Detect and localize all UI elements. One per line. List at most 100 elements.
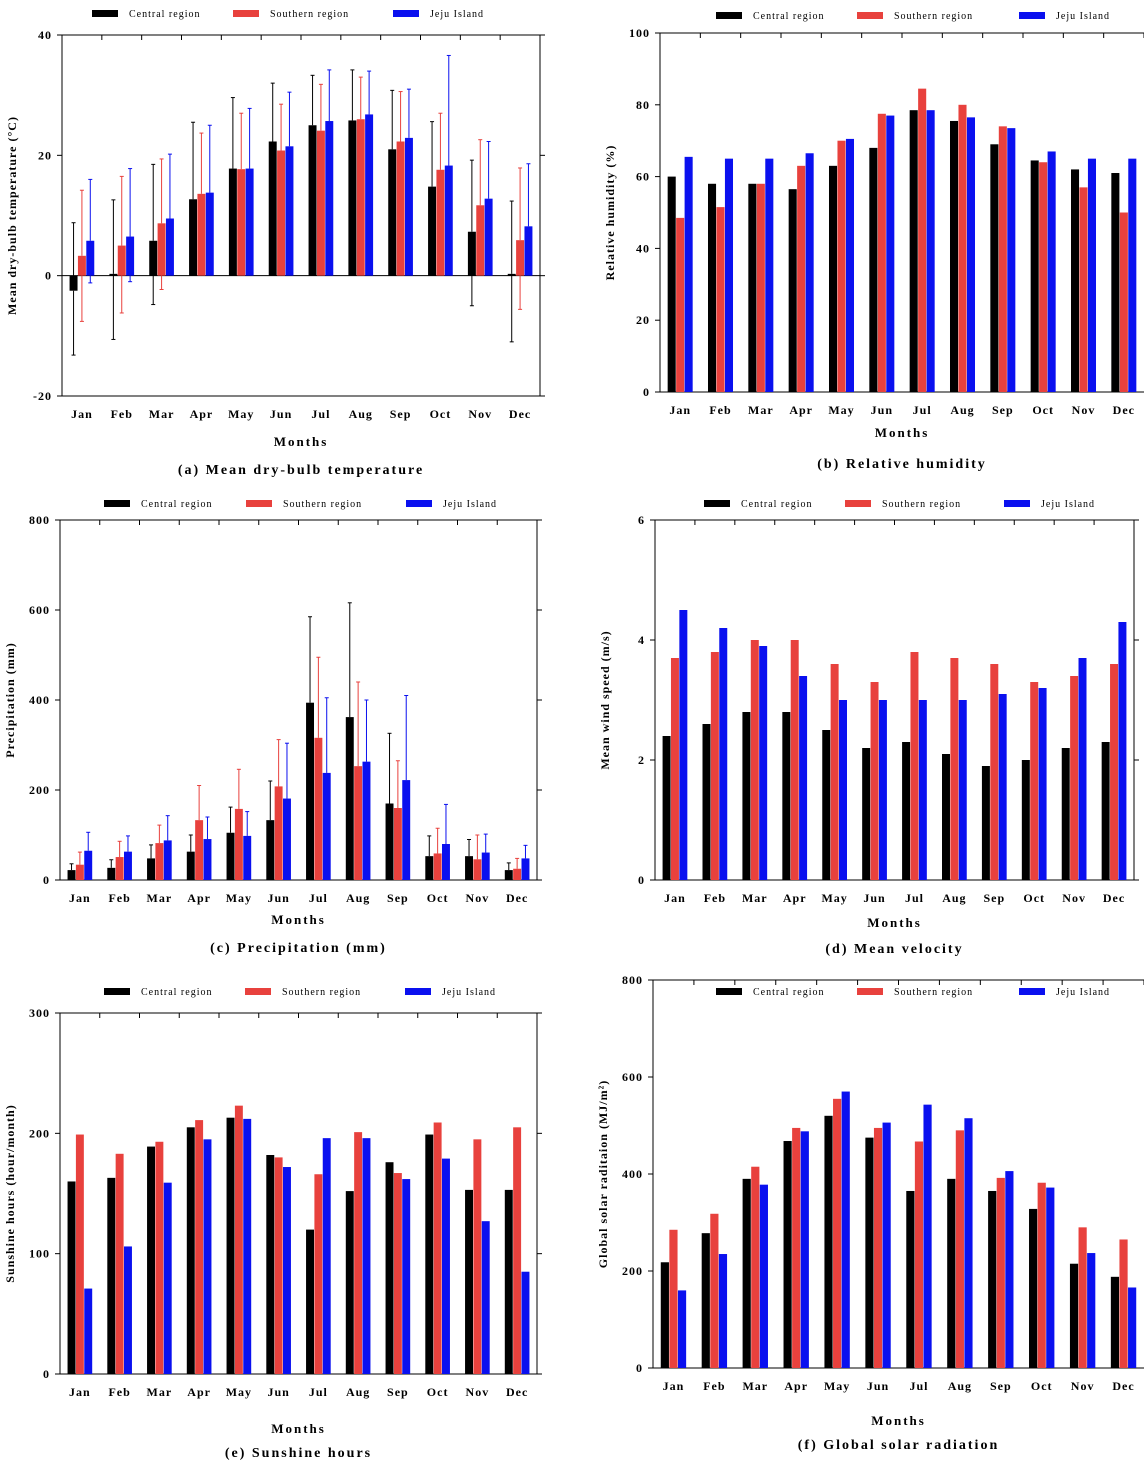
x-tick-label: Mar (742, 891, 768, 905)
bar-jeju (719, 628, 728, 880)
chart-caption: (c) Precipitation (mm) (210, 941, 387, 956)
x-tick-label: Jan (663, 1379, 685, 1393)
legend-label: Southern region (283, 499, 362, 510)
bar-central (425, 1134, 434, 1374)
bar-jeju (165, 218, 174, 276)
x-tick-label: Dec (1113, 403, 1135, 417)
x-tick-label: Jul (309, 891, 328, 905)
bar-southern (274, 1157, 283, 1374)
bar-southern (751, 1166, 760, 1368)
chart-b: 0 20 40 60 80 100 Jan Feb Mar Apr May Jun Jul Aug Sep O… (603, 11, 1144, 472)
bar-jeju (845, 138, 855, 392)
bar-southern (1119, 1239, 1128, 1368)
x-tick-label: Jun (867, 1379, 889, 1393)
y-tick-label: 0 (43, 1367, 50, 1381)
bar-southern (234, 808, 243, 880)
bar-jeju (724, 158, 734, 392)
x-tick-label: Jul (913, 403, 932, 417)
legend-label: Central region (753, 11, 824, 22)
bar-central (1030, 160, 1039, 392)
bar-jeju (1047, 151, 1056, 392)
bar-southern (1039, 162, 1048, 392)
bar-central (782, 712, 791, 880)
bar-jeju (86, 240, 95, 276)
bar-central (981, 766, 990, 880)
legend-label: Central region (741, 499, 812, 510)
x-tick-label: Oct (1023, 891, 1045, 905)
x-tick-label: Apr (784, 1379, 808, 1393)
bar-central (902, 742, 911, 880)
x-tick-label: May (824, 1379, 850, 1393)
x-tick-label: Sep (387, 891, 409, 905)
y-axis-label: Global solar raditaion (MJ/m²) (596, 1080, 610, 1268)
bar-southern (237, 169, 246, 276)
bar-central (862, 748, 871, 880)
bar-jeju (362, 1138, 371, 1374)
bar-jeju (918, 700, 927, 880)
y-tick-label: 40 (38, 28, 52, 42)
bar-jeju (1087, 158, 1097, 392)
bar-central (186, 851, 195, 880)
bar-southern (1119, 212, 1128, 392)
y-tick-label: 200 (29, 1126, 50, 1140)
legend-swatch (704, 500, 730, 507)
bar-jeju (886, 115, 895, 392)
bar-central (69, 275, 78, 291)
x-tick-label: Feb (704, 891, 726, 905)
bar-jeju (243, 835, 252, 880)
x-tick-label: Jan (669, 403, 691, 417)
bar-southern (77, 255, 86, 276)
bar-central (147, 858, 156, 880)
y-tick-label: 0 (638, 873, 645, 887)
x-axis-label: Months (871, 1413, 926, 1428)
bar-jeju (84, 850, 93, 880)
legend-label: Southern region (882, 499, 961, 510)
bar-central (385, 1162, 394, 1374)
bar-central (742, 712, 751, 880)
x-tick-label: Aug (349, 407, 373, 421)
bar-central (428, 186, 437, 276)
y-axis-label: Precipitation (mm) (3, 642, 17, 757)
bar-jeju (1005, 1171, 1014, 1368)
bar-jeju (759, 646, 768, 880)
bar-central (667, 176, 676, 392)
legend-swatch (245, 988, 271, 995)
bar-jeju (839, 700, 847, 880)
chart-caption: (f) Global solar radiation (798, 1438, 999, 1453)
legend-swatch (393, 10, 419, 17)
bar-jeju (1038, 688, 1047, 880)
bar-central (345, 717, 354, 880)
bar-southern (996, 1177, 1005, 1368)
legend-swatch (857, 12, 883, 19)
x-tick-label: Oct (430, 407, 452, 421)
bar-southern (750, 640, 759, 880)
x-tick-label: May (828, 403, 854, 417)
bar-southern (354, 766, 363, 880)
bar-central (467, 231, 476, 276)
x-tick-label: Apr (187, 891, 211, 905)
bar-southern (914, 1141, 924, 1368)
y-tick-label: 800 (622, 973, 643, 987)
legend-label: Southern region (894, 11, 973, 22)
legend-label: Southern region (282, 987, 361, 998)
legend-swatch (233, 10, 259, 17)
bar-central (662, 736, 671, 880)
y-tick-label: 300 (29, 1006, 50, 1020)
bar-jeju (923, 1104, 932, 1368)
bar-jeju (966, 117, 976, 393)
x-tick-label: Jun (270, 407, 292, 421)
bar-southern (1037, 1182, 1046, 1368)
legend-swatch (104, 988, 130, 995)
x-tick-label: Nov (468, 407, 492, 421)
bar-southern (670, 658, 679, 880)
y-axis-label: Mean wind speed (m/s) (598, 630, 612, 769)
bar-jeju (203, 839, 212, 880)
legend-label: Central region (141, 499, 212, 510)
bar-southern (393, 808, 402, 880)
y-tick-label: 40 (636, 241, 650, 255)
bar-southern (356, 119, 365, 276)
y-tick-label: -20 (33, 389, 52, 403)
bar-southern (870, 682, 879, 880)
legend-swatch (1019, 988, 1045, 995)
y-tick-label: 600 (29, 603, 50, 617)
